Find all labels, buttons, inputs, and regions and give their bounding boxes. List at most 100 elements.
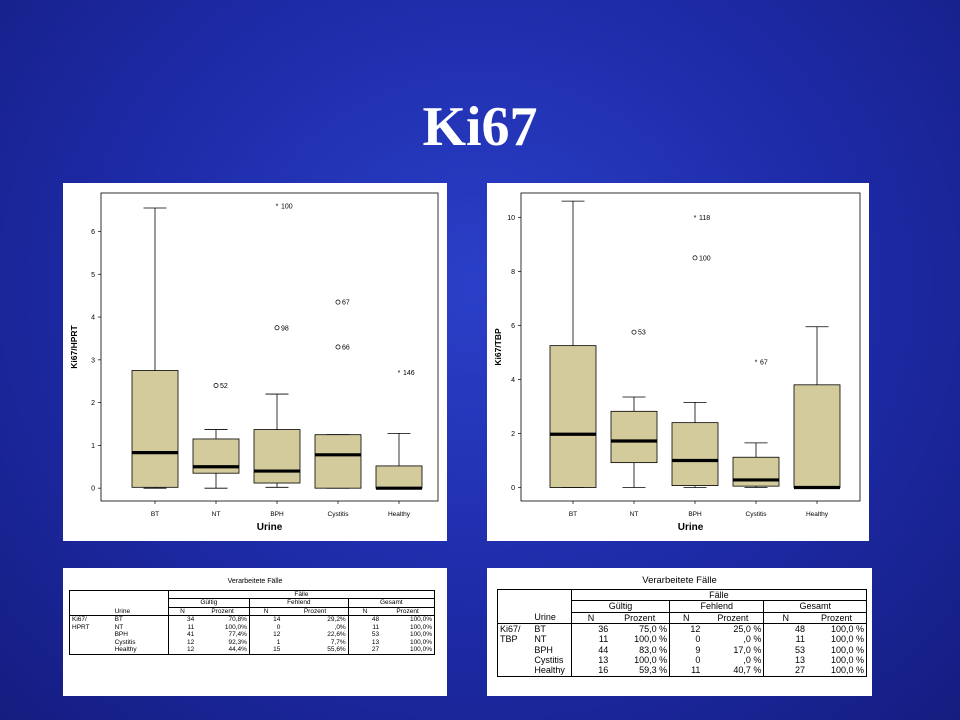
y-tick-label: 2 (91, 400, 95, 407)
variable-label: TBP (497, 634, 533, 645)
box-nt (610, 396, 658, 488)
box-bph (671, 401, 719, 488)
cell: 12 (186, 638, 195, 646)
box-iqr (314, 434, 362, 489)
table-caption: Verarbeitete Fälle (227, 578, 283, 585)
row-label: NT (112, 623, 169, 632)
group-header: Fälle (168, 589, 436, 600)
outlier-label: 53 (638, 330, 646, 337)
y-tick-label: 10 (507, 215, 515, 222)
cell: 11 (669, 665, 703, 677)
outlier-marker (692, 255, 698, 261)
outlier-marker (631, 329, 637, 335)
cell: 12 (273, 631, 281, 639)
boxplot-hprt: 0 1 2 3 4 5 6 Ki67/HPRT BT NT BPH Cystitis Healthy Ur… (69, 192, 439, 533)
table-row: Ki67/ BT 34 70,8% 14 29,2% 48 100,0% (68, 615, 436, 624)
sub-header-missing: Fehlend (249, 598, 349, 608)
cell: 11 (187, 623, 195, 631)
box-bt (131, 207, 179, 489)
sub-header-valid: Gültig (571, 600, 671, 613)
outlier-marker (335, 344, 341, 350)
outlier-marker (274, 325, 280, 331)
cell: 11 (598, 634, 609, 645)
box-iqr (732, 456, 780, 487)
cell: 53 (371, 631, 380, 639)
cell: 92,3% (196, 638, 250, 647)
cell: 0 (276, 623, 281, 631)
cell: 100,0 % (610, 634, 671, 645)
cell: 100,0 % (806, 634, 867, 645)
cell: 1 (276, 638, 281, 646)
y-tick-label: 0 (91, 486, 95, 493)
boxplot-panel-hprt: 0 1 2 3 4 5 6 Ki67/HPRT BT NT BPH Cystitis Healthy Ur… (63, 183, 447, 541)
cell: 100,0% (196, 623, 250, 632)
outlier-label: 66 (342, 345, 350, 352)
cell: 44 (598, 644, 609, 655)
y-tick-label: 5 (91, 272, 95, 279)
cell: 100,0 % (806, 655, 867, 666)
variable-label: Ki67/ (497, 623, 533, 635)
y-tick-label: 4 (91, 315, 95, 322)
box-iqr (375, 465, 423, 489)
cell: 75,0 % (610, 623, 671, 635)
extreme-marker: * (755, 359, 758, 366)
cell: 48 (371, 616, 380, 624)
sub-header-valid: Gültig (168, 598, 250, 608)
box-iqr (253, 429, 301, 484)
y-tick-label: 2 (511, 431, 515, 438)
cell: 16 (571, 665, 611, 677)
group-header: Fälle (571, 588, 868, 602)
col-label: N (168, 607, 197, 617)
cell: 12 (168, 646, 197, 655)
col-label: N (763, 612, 807, 625)
x-axis-label: Urine (257, 522, 283, 533)
row-label: Cystitis (112, 638, 169, 647)
box-iqr (131, 370, 179, 488)
cell: 100,0 % (610, 655, 671, 666)
y-tick-label: 6 (511, 323, 515, 330)
cases-table-panel-tbp: Verarbeitete Fälle Fälle Gültig Fehlend … (487, 568, 872, 696)
x-tick-label: Healthy (388, 511, 411, 518)
table-row: BPH 41 77,4% 12 22,6% 53 100,0% (68, 631, 436, 639)
table-row: Cystitis 12 92,3% 1 7,7% 13 100,0% (68, 638, 436, 647)
cell: 41 (186, 631, 195, 639)
table-row: Healthy 12 44,4% 15 55,6% 27 100,0% (68, 646, 436, 655)
cell: 40,7 % (702, 665, 765, 677)
box-iqr (549, 345, 597, 488)
outlier-label: 98 (281, 325, 289, 332)
cell: 48 (794, 624, 805, 635)
cell: 34 (186, 616, 195, 624)
cell: 83,0 % (610, 644, 671, 656)
cell: 27 (348, 646, 382, 655)
y-axis-label: Ki67/HPRT (69, 324, 79, 368)
cell: ,0 % (702, 655, 765, 666)
cell: 53 (794, 644, 805, 655)
outlier-label: 52 (220, 383, 228, 390)
cell: 0 (695, 634, 701, 645)
col-label: Prozent (702, 612, 765, 625)
sub-header-total: Gesamt (348, 598, 436, 608)
cell: 25,0 % (702, 623, 765, 635)
col-label: Prozent (196, 607, 250, 617)
plot-frame (520, 192, 861, 502)
cell: ,0% (282, 623, 349, 632)
outlier-label: 118 (699, 215, 710, 222)
extreme-marker: * (276, 203, 279, 210)
outlier-marker (335, 299, 341, 305)
row-label: Healthy (112, 646, 169, 655)
y-tick-label: 4 (511, 377, 515, 384)
cell: 100,0% (381, 631, 436, 639)
x-tick-label: Cystitis (746, 511, 768, 518)
box-iqr (671, 422, 719, 487)
cell: 100,0% (381, 638, 436, 647)
x-axis-label: Urine (678, 522, 704, 533)
cell: 22,6% (282, 631, 349, 639)
x-tick-label: BPH (270, 511, 284, 518)
x-tick-label: Healthy (806, 511, 829, 518)
x-tick-label: BT (151, 511, 159, 518)
variable-label: Ki67/ (68, 615, 113, 624)
box-bt (549, 200, 597, 488)
x-tick-label: Cystitis (328, 511, 350, 518)
table-row: Ki67/ BT 36 75,0 % 12 25,0 % 48 100,0 % (497, 623, 867, 635)
box-healthy (375, 433, 423, 490)
